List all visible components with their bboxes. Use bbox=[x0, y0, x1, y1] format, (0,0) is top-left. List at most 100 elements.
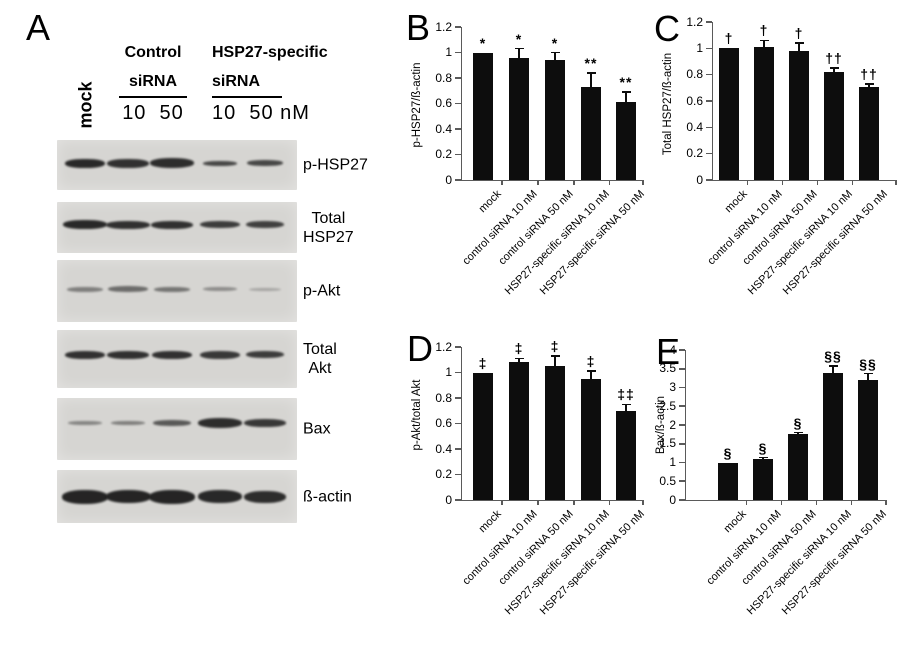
blot-band bbox=[108, 286, 148, 293]
blot-band bbox=[200, 350, 240, 359]
blot-band bbox=[249, 287, 281, 291]
error-bar bbox=[554, 355, 556, 367]
significance-marker: †† bbox=[825, 50, 843, 67]
control-sirna-group-header: Control siRNA 10 50 bbox=[119, 38, 187, 123]
panel-e-label: E bbox=[656, 331, 681, 372]
panel-b-label: B bbox=[406, 7, 431, 48]
bar bbox=[789, 50, 809, 180]
significance-marker: * bbox=[551, 34, 559, 51]
bar bbox=[616, 410, 636, 500]
blot-label-line: p-HSP27 bbox=[303, 156, 368, 174]
y-tick-label: 0 bbox=[669, 492, 676, 507]
y-tick bbox=[455, 371, 461, 374]
y-tick-label: 0.4 bbox=[435, 441, 452, 456]
error-bar bbox=[554, 52, 556, 61]
error-bar-cap bbox=[759, 39, 769, 42]
error-bar-cap bbox=[758, 456, 768, 459]
error-bar bbox=[833, 68, 835, 73]
y-tick bbox=[679, 480, 685, 483]
blot-label-line: p-Akt bbox=[303, 282, 341, 300]
x-tick bbox=[746, 180, 749, 185]
error-bar bbox=[518, 48, 520, 58]
x-tick bbox=[851, 180, 854, 185]
blot-band bbox=[106, 220, 150, 229]
blot-band bbox=[65, 350, 105, 359]
blot-band bbox=[246, 221, 284, 229]
error-bar bbox=[867, 373, 869, 380]
error-bar-cap bbox=[864, 83, 874, 85]
y-tick bbox=[706, 126, 712, 129]
y-tick bbox=[455, 346, 461, 348]
blot-label: p-Akt bbox=[303, 281, 340, 300]
blot-band bbox=[247, 160, 283, 166]
blot-band bbox=[105, 490, 151, 503]
error-bar-cap bbox=[621, 91, 631, 93]
blot-strip-p-hsp27 bbox=[57, 140, 297, 190]
error-bar-cap bbox=[514, 47, 524, 50]
error-bar bbox=[832, 366, 834, 373]
y-tick-label: 1.2 bbox=[435, 339, 452, 354]
y-tick bbox=[455, 102, 461, 105]
bar bbox=[616, 102, 636, 180]
x-tick bbox=[781, 180, 784, 185]
blot-label-line: HSP27 bbox=[303, 228, 354, 246]
y-tick bbox=[455, 179, 461, 181]
panel-d-label: D bbox=[407, 328, 433, 369]
blot-band bbox=[154, 286, 190, 292]
lane-label-mock: mock bbox=[75, 81, 96, 129]
x-tick bbox=[780, 500, 783, 505]
y-tick-label: 0.6 bbox=[435, 416, 452, 430]
bar bbox=[473, 372, 493, 500]
error-bar-cap bbox=[863, 372, 873, 375]
y-tick-label: 0.6 bbox=[686, 93, 703, 108]
y-tick bbox=[679, 405, 685, 408]
blot-band bbox=[68, 420, 102, 425]
significance-marker: ‡ bbox=[586, 353, 596, 370]
blot-band bbox=[111, 420, 145, 425]
hsp27-group-name-line1: HSP27-specific bbox=[212, 44, 328, 61]
blot-label: p-HSP27 bbox=[303, 155, 368, 174]
y-tick bbox=[679, 349, 685, 351]
y-tick bbox=[455, 128, 461, 130]
y-tick-label: 3 bbox=[669, 380, 676, 394]
blot-band bbox=[200, 221, 240, 229]
blot-label-line: Total bbox=[303, 340, 337, 358]
y-tick bbox=[706, 100, 712, 102]
x-tick bbox=[537, 180, 539, 185]
significance-marker: † bbox=[794, 25, 804, 42]
control-group-doses: 10 50 bbox=[122, 102, 184, 125]
x-tick bbox=[745, 500, 748, 505]
significance-marker: § bbox=[758, 439, 768, 456]
y-tick-label: 0.4 bbox=[435, 121, 452, 136]
y-tick bbox=[679, 386, 685, 389]
blot-band bbox=[107, 350, 149, 359]
y-tick bbox=[455, 473, 461, 476]
blot-strip-ß-actin bbox=[57, 470, 297, 523]
y-tick bbox=[706, 152, 712, 155]
error-bar bbox=[625, 404, 627, 411]
control-group-name-line2: siRNA bbox=[128, 73, 177, 90]
error-bar bbox=[625, 92, 627, 103]
error-bar-cap bbox=[550, 355, 560, 357]
y-tick-label: 0.8 bbox=[435, 390, 452, 405]
x-tick bbox=[885, 500, 887, 505]
error-bar-cap bbox=[586, 72, 596, 74]
x-tick bbox=[608, 180, 611, 185]
y-tick bbox=[455, 448, 461, 450]
x-tick bbox=[573, 180, 575, 185]
blot-band bbox=[151, 220, 193, 229]
blot-band bbox=[62, 489, 108, 504]
hsp27-group-doses: 10 50 nM bbox=[212, 102, 310, 125]
y-tick bbox=[679, 499, 685, 501]
chart-b-plot: 0 0.2 0.4 0.6 0.8 1 1.2 * mock * control siRNA 10 … bbox=[435, 20, 646, 297]
blot-band bbox=[63, 220, 107, 230]
y-tick-label: 1 bbox=[445, 45, 452, 59]
x-tick bbox=[642, 180, 644, 185]
blot-band bbox=[107, 158, 149, 168]
x-tick bbox=[895, 180, 897, 185]
significance-marker: ‡ bbox=[550, 337, 560, 354]
significance-marker: † bbox=[759, 22, 769, 39]
hsp27-group-underline bbox=[212, 96, 282, 99]
error-bar-cap bbox=[794, 42, 804, 44]
